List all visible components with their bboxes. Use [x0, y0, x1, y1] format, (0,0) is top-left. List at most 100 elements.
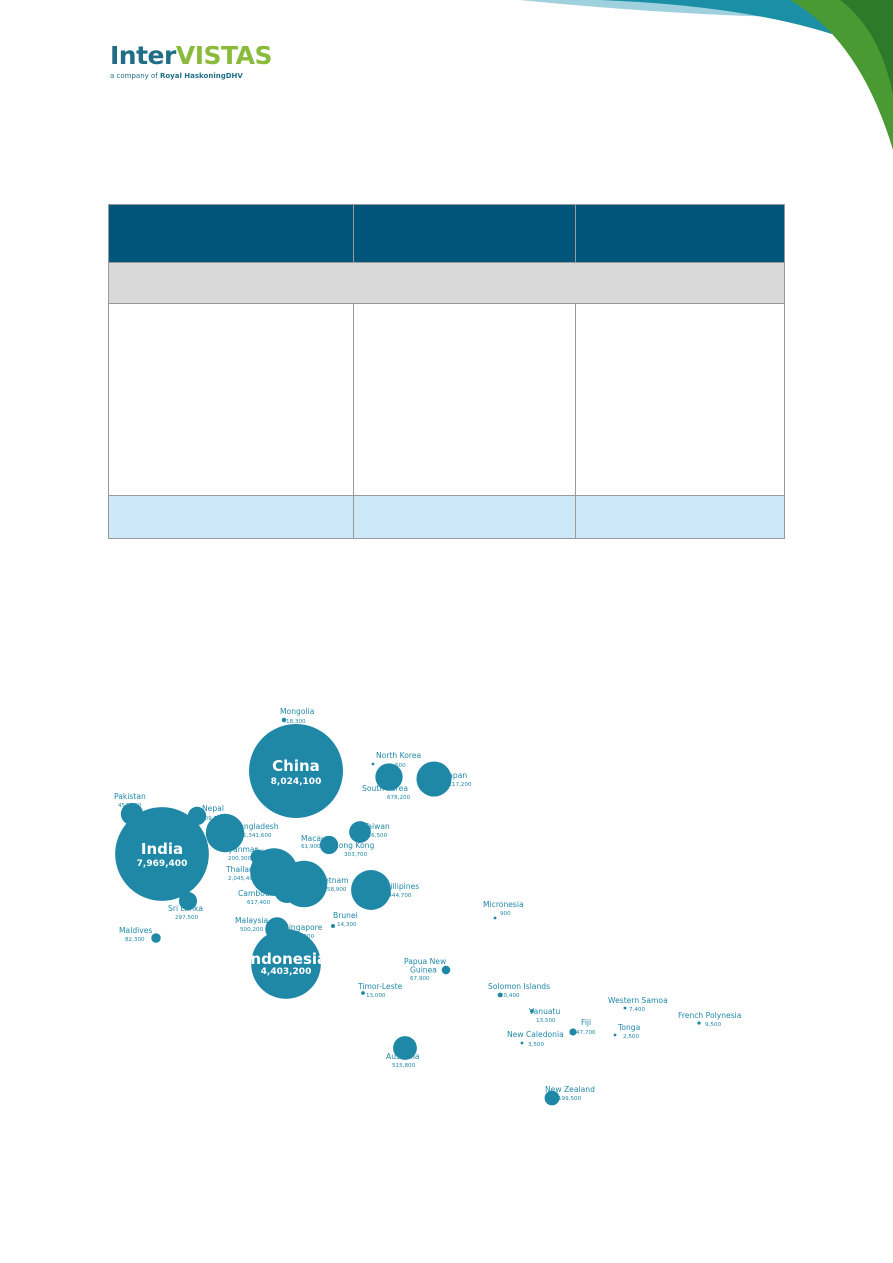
logo-wordmark: InterVISTAS: [110, 41, 272, 70]
value-tonga: 2,500: [623, 1034, 639, 1040]
value-malaysia: 500,200: [240, 927, 264, 933]
bubble-new-caledonia: [520, 1041, 524, 1045]
value-papua-new-guinea: 67,900: [410, 976, 430, 982]
value-japan: 1,117,200: [443, 782, 472, 788]
table-cell: [575, 495, 785, 539]
bubble-china: [249, 724, 343, 818]
bubble-japan: [416, 761, 452, 797]
bubble-french-polynesia: [697, 1021, 701, 1025]
label-bangladesh: Bangladesh: [234, 822, 279, 831]
label-cambodia: Cambodia: [238, 889, 276, 898]
table-cell: [353, 495, 576, 539]
label-china: China: [272, 757, 320, 775]
value-vanuatu: 13,500: [536, 1018, 556, 1024]
bubble-sri-lanka: [178, 891, 198, 911]
label-vanuatu: Vanuatu: [529, 1007, 561, 1016]
label-pakistan: Pakistan: [114, 792, 146, 801]
bubble-western-samoa: [623, 1006, 627, 1010]
table-row: [108, 303, 785, 496]
value-solomon-islands: 20,400: [500, 993, 520, 999]
bubble-tonga: [613, 1033, 617, 1037]
bubble-south-korea: [375, 763, 403, 791]
table-total-row: [108, 495, 785, 539]
label-japan: Japan: [445, 771, 467, 780]
label-new-zealand: New Zealand: [545, 1085, 595, 1094]
label-indonesia: Indonesia: [245, 950, 327, 968]
value-new-zealand: 199,500: [558, 1096, 582, 1102]
table-section-row: [108, 262, 785, 304]
value-micronesia: 900: [500, 911, 511, 917]
population-bubble-map: Mongolia 18,300 China 8,024,100 North Korea 5…: [108, 700, 758, 1115]
table-header-cell: [108, 204, 354, 263]
label-french-polynesia: French Polynesia: [678, 1011, 741, 1020]
label-timor-leste: Timor-Leste: [357, 982, 403, 991]
value-mongolia: 18,300: [286, 719, 306, 725]
label-vietnam: Vietnam: [317, 876, 349, 885]
bubble-micronesia: [493, 916, 497, 920]
bubble-australia: [393, 1036, 417, 1060]
bubble-cambodia: [273, 876, 301, 904]
header-swoosh: [520, 0, 893, 150]
value-north-korea: 500: [395, 763, 406, 769]
bubble-indonesia: [251, 929, 321, 999]
value-pakistan: 452,500: [118, 803, 142, 809]
bubble-papua-new-guinea: [441, 965, 451, 975]
bubble-solomon-islands: [497, 992, 503, 998]
value-australia: 515,800: [392, 1063, 416, 1069]
value-new-caledonia: 3,500: [528, 1042, 544, 1048]
bubble-bangladesh: [205, 813, 245, 853]
value-western-samoa: 7,400: [629, 1007, 645, 1013]
value-sri-lanka: 297,500: [175, 915, 199, 921]
bubble-india: [115, 807, 209, 901]
bubble-vanuatu: [530, 1009, 534, 1013]
label-fiji: Fiji: [581, 1018, 591, 1027]
bubble-fiji: [569, 1028, 577, 1036]
label-malaysia: Malaysia: [235, 916, 268, 925]
label-north-korea: North Korea: [376, 751, 421, 760]
value-thailand: 2,045,400: [228, 876, 257, 882]
label-papua-new-guinea: Papua New Guinea: [404, 957, 446, 975]
label-maldives: Maldives: [119, 926, 152, 935]
label-mongolia: Mongolia: [280, 707, 314, 716]
label-micronesia: Micronesia: [483, 900, 524, 909]
table-section-cell: [108, 262, 785, 304]
value-maldives: 82,300: [125, 937, 145, 943]
logo-tagline: a company of Royal HaskoningDHV: [110, 72, 243, 80]
bubble-phillipines: [351, 870, 391, 910]
value-brunei: 14,300: [337, 922, 357, 928]
label-thailand: Thailand: [225, 865, 259, 874]
value-taiwan: 426,500: [364, 833, 388, 839]
label-new-caledonia: New Caledonia: [507, 1030, 564, 1039]
label-phillipines: Phillipines: [381, 882, 419, 891]
table-header-cell: [575, 204, 785, 263]
value-south-korea: 678,200: [387, 795, 411, 801]
bubble-map-canvas: Mongolia 18,300 China 8,024,100 North Korea 5…: [114, 707, 741, 1106]
table-header-row: [108, 204, 785, 263]
table-cell: [108, 303, 354, 496]
value-bangladesh: 1,341,600: [243, 833, 272, 839]
label-western-samoa: Western Samoa: [608, 996, 668, 1005]
label-solomon-islands: Solomon Islands: [488, 982, 550, 991]
intervistas-logo: InterVISTAS a company of Royal Haskoning…: [110, 41, 272, 81]
label-taiwan: Taiwan: [363, 822, 390, 831]
bubble-north-korea: [371, 762, 375, 766]
bubble-brunei: [331, 924, 335, 928]
value-macau: 61,900: [301, 844, 321, 850]
bubble-mongolia: [281, 717, 287, 723]
value-fiji: 47,700: [576, 1030, 596, 1036]
label-macau: Macau: [301, 834, 326, 843]
label-south-korea: South Korea: [362, 784, 408, 793]
value-phillipines: 1,444,700: [383, 893, 412, 899]
label-myanmar: Myanmar: [222, 845, 259, 854]
label-tonga: Tonga: [617, 1023, 640, 1032]
value-indonesia: 4,403,200: [261, 967, 312, 977]
data-table: [108, 204, 785, 539]
table-cell: [353, 303, 576, 496]
label-brunei: Brunei: [333, 911, 358, 920]
value-cambodia: 617,400: [247, 900, 271, 906]
value-timor-leste: 13,000: [366, 993, 386, 999]
value-vietnam: 1,958,900: [318, 887, 347, 893]
bubble-timor-leste: [361, 991, 365, 995]
table-cell: [575, 303, 785, 496]
value-french-polynesia: 9,500: [705, 1022, 721, 1028]
